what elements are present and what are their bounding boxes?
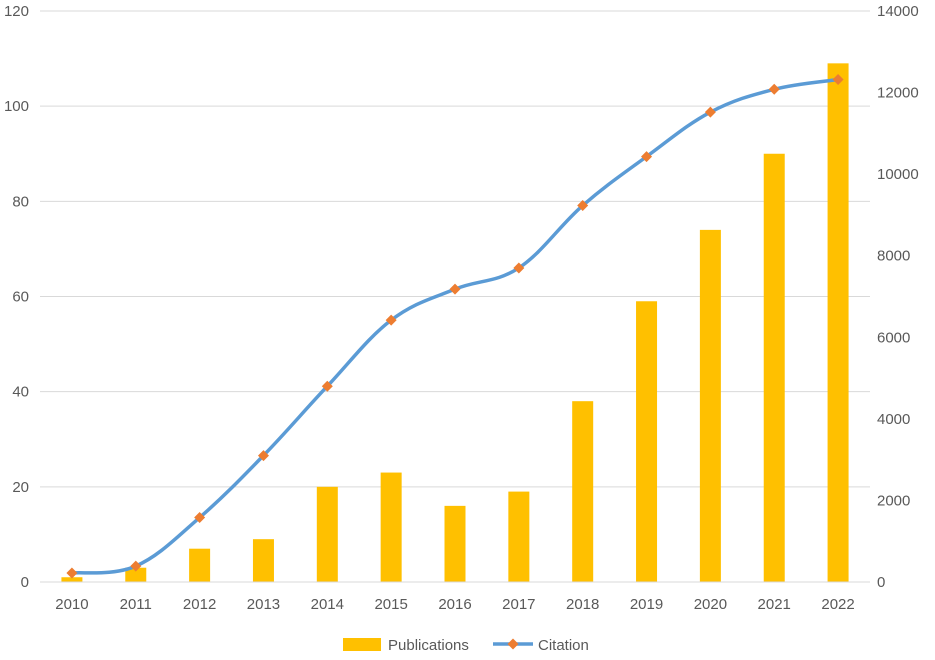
publications-bar bbox=[61, 577, 83, 582]
x-axis-tick-label: 2013 bbox=[247, 596, 280, 613]
x-axis-tick-label: 2012 bbox=[183, 596, 216, 613]
right-axis-tick-label: 0 bbox=[877, 574, 885, 591]
x-axis-tick-label: 2021 bbox=[758, 596, 791, 613]
citation-marker bbox=[130, 560, 142, 572]
right-axis-ticks: 0 2000 4000 6000 8000 10000 12000 14000 bbox=[877, 3, 919, 591]
right-axis-tick-label: 14000 bbox=[877, 3, 919, 20]
x-axis-tick-label: 2019 bbox=[630, 596, 663, 613]
right-axis-tick-label: 6000 bbox=[877, 329, 910, 346]
x-axis-tick-label: 2020 bbox=[694, 596, 727, 613]
legend-label-citation: Citation bbox=[538, 637, 589, 654]
x-axis-tick-label: 2022 bbox=[821, 596, 854, 613]
publications-bar bbox=[380, 472, 402, 582]
legend-label-publications: Publications bbox=[388, 637, 469, 654]
publications-bars bbox=[61, 63, 849, 582]
right-axis-tick-label: 10000 bbox=[877, 166, 919, 183]
left-axis-tick-label: 40 bbox=[12, 384, 29, 401]
right-axis-tick-label: 4000 bbox=[877, 411, 910, 428]
left-axis-tick-label: 60 bbox=[12, 289, 29, 306]
citation-line bbox=[70, 77, 840, 575]
publications-bar bbox=[763, 153, 785, 582]
publications-bar bbox=[189, 548, 211, 582]
citation-marker bbox=[513, 262, 525, 274]
citation-marker bbox=[641, 151, 653, 163]
left-axis-tick-label: 100 bbox=[4, 98, 29, 115]
citation-marker bbox=[704, 106, 716, 118]
x-axis-tick-label: 2011 bbox=[120, 596, 152, 613]
citation-marker bbox=[257, 450, 269, 462]
x-axis-tick-label: 2010 bbox=[55, 596, 88, 613]
left-axis-tick-label: 120 bbox=[4, 3, 29, 20]
citation-marker bbox=[66, 567, 78, 579]
legend-marker-citation bbox=[507, 638, 519, 650]
publications-bar bbox=[699, 229, 721, 582]
x-axis-tick-label: 2016 bbox=[438, 596, 471, 613]
right-axis-tick-label: 2000 bbox=[877, 492, 910, 509]
citation-line-path bbox=[70, 77, 840, 575]
citation-marker bbox=[832, 74, 844, 86]
x-axis-tick-label: 2014 bbox=[311, 596, 344, 613]
gridlines bbox=[40, 10, 870, 488]
citation-marker bbox=[194, 512, 206, 524]
citation-markers bbox=[66, 74, 844, 579]
legend-swatch-publications bbox=[343, 638, 381, 651]
left-axis-tick-label: 20 bbox=[12, 479, 29, 496]
x-axis-tick-label: 2017 bbox=[502, 596, 535, 613]
x-axis-ticks: 2010 2011 2012 2013 2014 2015 2016 2017 2018 2019… bbox=[55, 596, 855, 613]
left-axis-tick-label: 0 bbox=[21, 574, 29, 591]
citation-marker bbox=[768, 83, 780, 95]
left-axis-tick-label: 80 bbox=[12, 193, 29, 210]
publications-bar bbox=[636, 301, 658, 582]
citation-marker bbox=[449, 283, 461, 295]
citation-marker bbox=[321, 380, 333, 392]
publications-bar bbox=[252, 539, 274, 582]
citation-marker bbox=[385, 314, 397, 326]
publications-bar bbox=[444, 505, 466, 582]
publications-bar bbox=[827, 63, 849, 582]
x-axis-tick-label: 2018 bbox=[566, 596, 599, 613]
legend: Publications Citation bbox=[343, 637, 589, 654]
publications-bar bbox=[316, 486, 338, 582]
right-axis-tick-label: 12000 bbox=[877, 85, 919, 102]
x-axis-tick-label: 2015 bbox=[374, 596, 407, 613]
right-axis-tick-label: 8000 bbox=[877, 248, 910, 265]
publications-bar bbox=[508, 491, 530, 582]
left-axis-ticks: 0 20 40 60 80 100 120 bbox=[4, 3, 29, 591]
publications-bar bbox=[572, 401, 594, 582]
publications-bar bbox=[125, 567, 147, 582]
citation-marker bbox=[577, 200, 589, 212]
